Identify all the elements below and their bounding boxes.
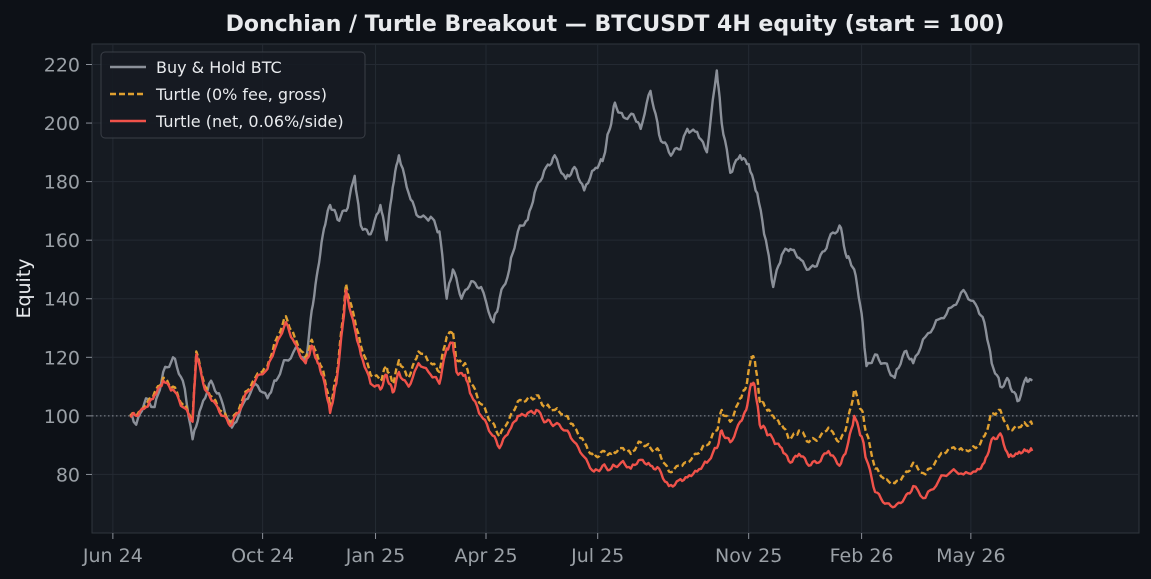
- legend[interactable]: Buy & Hold BTC Turtle (0% fee, gross) Turt…: [100, 51, 366, 139]
- x-tick-label: Apr 25: [454, 545, 517, 567]
- x-tick-label: Jun 24: [82, 545, 143, 567]
- y-tick-label: 180: [44, 172, 80, 194]
- x-tick-label: Nov 25: [715, 545, 782, 567]
- legend-box: [100, 51, 366, 139]
- y-tick-label: 220: [44, 54, 80, 76]
- y-axis: 80 100 120 140 160 180 200 220: [44, 54, 92, 486]
- x-tick-label: May 26: [936, 545, 1006, 567]
- series-lines: [129, 69, 1034, 509]
- y-tick-label: 200: [44, 113, 80, 135]
- series-line: [129, 282, 1034, 485]
- series-line: [129, 288, 1034, 509]
- y-tick-label: 160: [44, 230, 80, 252]
- y-axis-label: Equity: [13, 258, 35, 318]
- x-axis: Jun 24 Oct 24 Jan 25 Apr 25 Jul 25 Nov 25 Feb …: [82, 533, 1006, 567]
- y-tick-label: 120: [44, 347, 80, 369]
- legend-entry[interactable]: Buy & Hold BTC: [156, 58, 282, 77]
- chart-title: Donchian / Turtle Breakout — BTCUSDT 4H …: [226, 12, 1005, 37]
- legend-entry[interactable]: Turtle (0% fee, gross): [155, 85, 327, 104]
- x-tick-label: Jul 25: [570, 545, 624, 567]
- y-tick-label: 140: [44, 289, 80, 311]
- x-tick-label: Jan 25: [345, 545, 406, 567]
- x-tick-label: Oct 24: [231, 545, 294, 567]
- y-tick-label: 100: [44, 406, 80, 428]
- x-tick-label: Feb 26: [830, 545, 894, 567]
- legend-entry[interactable]: Turtle (net, 0.06%/side): [155, 112, 344, 131]
- y-tick-label: 80: [56, 464, 80, 486]
